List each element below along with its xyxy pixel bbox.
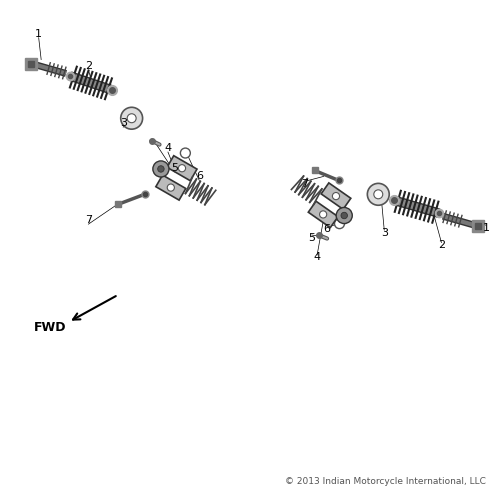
Text: 3: 3: [120, 118, 126, 128]
Polygon shape: [321, 183, 351, 210]
Circle shape: [336, 208, 352, 224]
Text: 6: 6: [324, 224, 330, 234]
Text: 5: 5: [171, 163, 178, 173]
Circle shape: [334, 218, 344, 228]
Text: 1: 1: [35, 28, 42, 38]
Circle shape: [120, 108, 142, 129]
Polygon shape: [167, 156, 197, 180]
Text: © 2013 Indian Motorcycle International, LLC: © 2013 Indian Motorcycle International, …: [286, 477, 486, 486]
Circle shape: [320, 211, 326, 218]
Circle shape: [180, 148, 190, 158]
Polygon shape: [156, 175, 186, 200]
Text: 4: 4: [164, 143, 172, 153]
Text: 6: 6: [196, 172, 203, 181]
Circle shape: [178, 164, 186, 172]
Text: FWD: FWD: [34, 320, 66, 334]
Text: 1: 1: [482, 222, 490, 232]
Polygon shape: [308, 201, 338, 228]
Text: 4: 4: [314, 252, 320, 262]
Text: 5: 5: [308, 232, 316, 242]
Circle shape: [341, 212, 347, 218]
Text: 2: 2: [438, 240, 445, 250]
Circle shape: [153, 161, 169, 177]
Text: 7: 7: [85, 215, 92, 225]
Text: 7: 7: [301, 179, 308, 189]
Text: 2: 2: [85, 61, 92, 71]
Circle shape: [167, 184, 174, 191]
Circle shape: [158, 166, 164, 172]
Circle shape: [332, 192, 340, 200]
Text: 3: 3: [381, 228, 388, 237]
Circle shape: [368, 184, 389, 205]
Circle shape: [374, 190, 383, 199]
Circle shape: [127, 114, 136, 122]
